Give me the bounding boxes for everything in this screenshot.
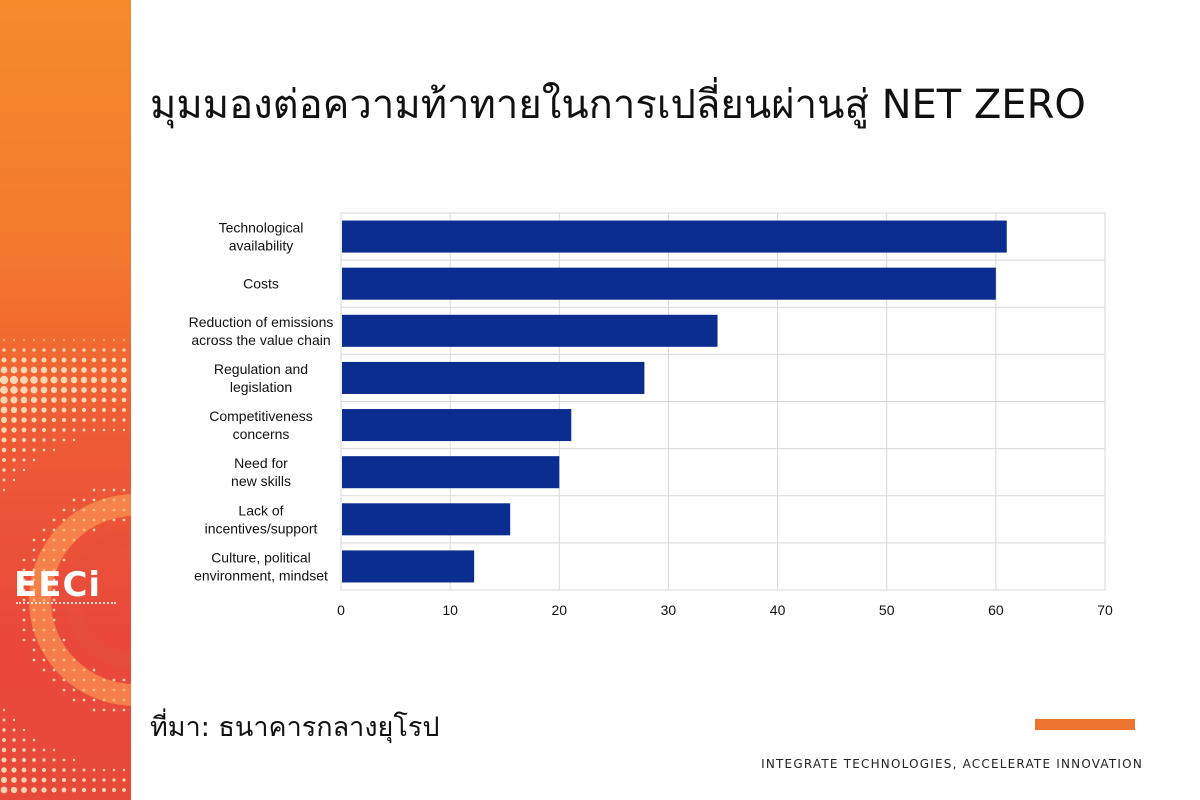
category-label-7: Culture, political environment, mindset — [194, 549, 328, 583]
chart-category-labels: Technological availability Costs Reduction … — [189, 220, 334, 584]
category-label-3: Regulation and legislation — [214, 361, 308, 395]
bar-7 — [342, 550, 475, 583]
chart-bars — [342, 220, 1007, 583]
category-label-5: Need for new skills — [231, 455, 291, 489]
tagline: INTEGRATE TECHNOLOGIES, ACCELERATE INNOV… — [761, 757, 1143, 771]
x-tick-label: 60 — [988, 602, 1004, 618]
category-label-2: Reduction of emissions across the value c… — [189, 314, 334, 348]
bar-2 — [342, 314, 718, 347]
x-tick-label: 20 — [551, 602, 567, 618]
eeci-logo-underline — [16, 602, 116, 607]
category-label-0: Technological availability — [219, 220, 304, 254]
bar-5 — [342, 456, 560, 489]
side-decoration-band: EECi — [0, 0, 131, 800]
dot-pattern-decoration — [0, 339, 131, 794]
bar-3 — [342, 361, 645, 394]
bar-4 — [342, 409, 572, 442]
x-tick-label: 50 — [879, 602, 895, 618]
bar-6 — [342, 503, 511, 536]
bar-1 — [342, 267, 996, 300]
x-tick-label: 40 — [770, 602, 786, 618]
category-label-6: Lack of incentives/support — [205, 502, 318, 536]
category-label-1: Costs — [243, 276, 279, 292]
accent-bar — [1035, 719, 1135, 730]
x-tick-label: 30 — [661, 602, 677, 618]
x-tick-label: 10 — [442, 602, 458, 618]
x-tick-label: 70 — [1097, 602, 1113, 618]
bar-0 — [342, 220, 1007, 253]
chart-x-ticks: 0 10 20 30 40 50 60 70 — [337, 602, 1113, 618]
source-note: ที่มา: ธนาคารกลางยุโรป — [150, 712, 440, 743]
eeci-logo: EECi — [14, 565, 102, 605]
x-tick-label: 0 — [337, 602, 345, 618]
page-title: มุมมองต่อความท้าทายในการเปลี่ยนผ่านสู่ N… — [150, 82, 1086, 128]
challenges-bar-chart: Technological availability Costs Reduction … — [189, 212, 1113, 618]
category-label-4: Competitiveness concerns — [209, 408, 313, 442]
